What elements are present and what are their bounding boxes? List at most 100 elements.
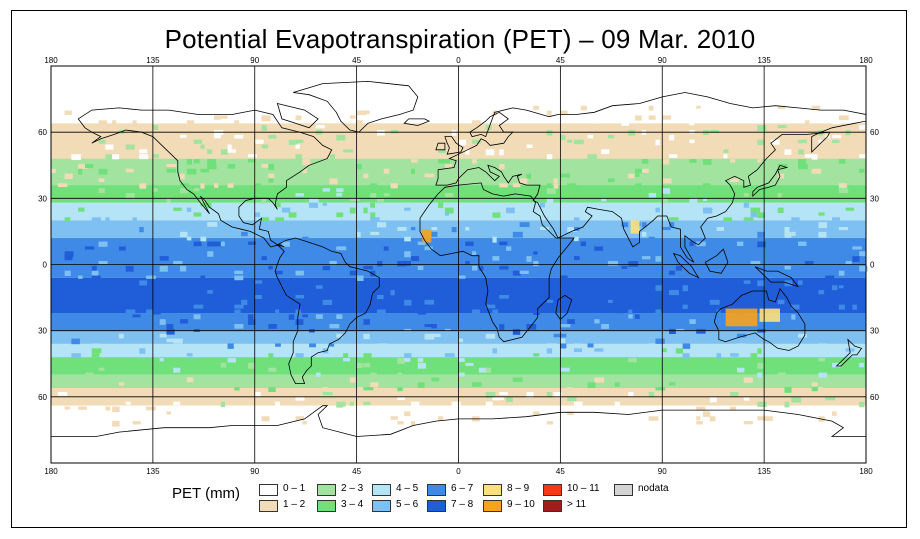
pet-cell — [295, 396, 305, 401]
pet-cell — [98, 260, 108, 265]
pet-cell — [363, 265, 373, 270]
pet-cell — [234, 270, 244, 275]
pet-cell — [444, 193, 454, 198]
pet-cell — [594, 120, 600, 124]
pet-cell — [302, 159, 311, 166]
pet-cell — [207, 202, 212, 209]
pet-cell — [57, 391, 68, 396]
pet-cell — [506, 207, 515, 214]
pet-cell — [397, 290, 402, 296]
pet-cell — [125, 105, 133, 110]
pet-cell — [859, 362, 864, 368]
pet-cell — [444, 159, 451, 164]
pet-cell — [798, 163, 808, 170]
pet-cell — [281, 207, 291, 213]
pet-cell — [322, 285, 328, 290]
pet-cell — [458, 372, 465, 377]
pet-cell — [757, 348, 762, 354]
pet-cell — [98, 120, 108, 126]
pet-cell — [234, 387, 240, 391]
pet-cell — [859, 168, 865, 173]
pet-cell — [227, 144, 232, 151]
pet-cell — [682, 115, 693, 121]
pet-cell — [567, 411, 574, 416]
pet-cell — [607, 299, 613, 303]
pet-cell — [315, 125, 325, 129]
pet-hotspot — [630, 220, 640, 234]
pet-cell — [451, 227, 457, 233]
pet-cell — [166, 338, 177, 343]
pet-cell — [227, 149, 236, 153]
pet-cell — [349, 377, 356, 383]
pet-cell — [363, 387, 374, 391]
pet-cell — [186, 120, 195, 126]
pet-cell — [546, 154, 553, 160]
pet-cell — [628, 260, 639, 267]
pet-cell — [64, 110, 73, 115]
pet-cell — [648, 236, 655, 241]
pet-cell — [703, 197, 708, 202]
pet-cell — [159, 265, 168, 272]
pet-cell — [546, 188, 556, 194]
pet-cell — [349, 270, 357, 276]
pet-cell — [757, 241, 766, 248]
pet-cell — [370, 231, 380, 236]
pet-cell — [234, 309, 241, 314]
pet-cell — [78, 406, 87, 410]
pet-cell — [322, 188, 331, 192]
pet-cell — [621, 120, 630, 126]
pet-cell — [757, 401, 767, 407]
pet-cell — [227, 343, 234, 349]
pet-cell — [798, 139, 808, 144]
pet-cell — [200, 168, 210, 173]
pet-cell — [268, 367, 277, 372]
pet-cell — [499, 241, 508, 246]
pet-cell — [275, 217, 285, 222]
pet-cell — [560, 110, 568, 115]
pet-cell — [64, 251, 74, 258]
pet-cell — [390, 183, 398, 189]
pet-cell — [696, 328, 706, 334]
pet-cell — [302, 314, 309, 318]
pet-cell — [383, 246, 389, 251]
pet-cell — [750, 285, 755, 292]
pet-cell — [404, 207, 411, 211]
x-tick-label: 135 — [146, 56, 160, 65]
pet-cell — [709, 299, 720, 305]
pet-cell — [410, 256, 419, 262]
pet-cell — [777, 125, 787, 129]
pet-cell — [200, 236, 207, 242]
pet-cell — [180, 319, 189, 324]
pet-cell — [635, 183, 642, 188]
pet-cell — [431, 227, 438, 231]
pet-cell — [214, 115, 221, 120]
outline-british-isles — [444, 136, 464, 155]
pet-cell — [261, 125, 267, 131]
pet-cell — [431, 411, 437, 415]
pet-cell — [424, 299, 435, 305]
pet-cell — [343, 149, 354, 153]
pet-cell — [662, 115, 671, 120]
pet-cell — [200, 144, 205, 149]
pet-cell — [173, 421, 179, 426]
pet-cell — [322, 265, 331, 271]
pet-cell — [540, 202, 546, 208]
pet-cell — [757, 125, 767, 132]
pet-cell — [709, 396, 717, 403]
pet-cell — [207, 222, 218, 227]
pet-cell — [309, 197, 319, 204]
pet-cell — [180, 294, 186, 300]
pet-cell — [180, 265, 187, 272]
pet-cell — [84, 372, 94, 378]
pet-cell — [512, 377, 523, 382]
pet-cell — [64, 406, 71, 410]
pet-cell — [811, 382, 818, 387]
pet-cell — [91, 275, 101, 279]
pet-cell — [635, 173, 640, 177]
pet-cell — [383, 304, 391, 308]
pet-cell — [607, 178, 615, 183]
pet-cell — [723, 217, 733, 222]
pet-cell — [98, 367, 105, 371]
pet-cell — [519, 222, 530, 227]
pet-cell — [838, 227, 848, 231]
